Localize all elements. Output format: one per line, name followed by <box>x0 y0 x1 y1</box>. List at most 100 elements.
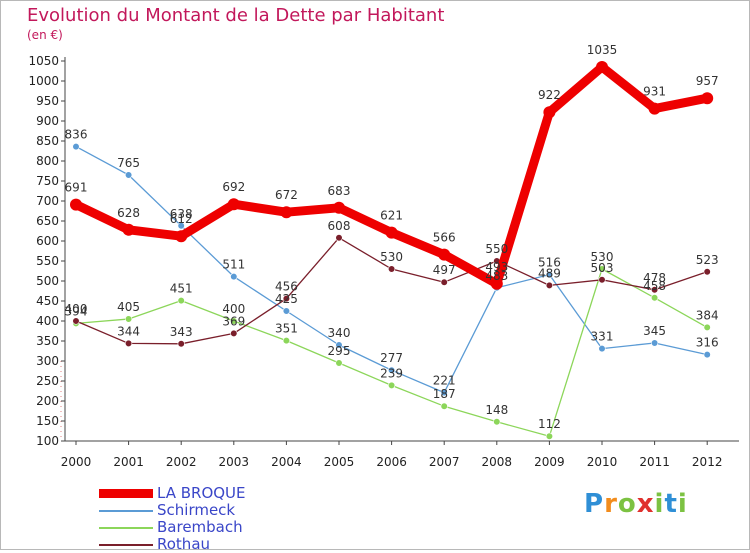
data-label: 394 <box>65 304 88 318</box>
y-tick-label: 100 <box>36 434 59 448</box>
data-label: 340 <box>328 326 351 340</box>
series-barembach <box>72 265 711 440</box>
data-point <box>335 341 343 349</box>
x-tick-label: 2002 <box>166 455 197 469</box>
data-point <box>440 389 448 397</box>
data-point <box>177 340 185 348</box>
x-tick-label: 2007 <box>429 455 460 469</box>
data-point <box>388 265 396 273</box>
data-label: 931 <box>643 85 666 99</box>
data-point <box>490 277 503 290</box>
data-point <box>703 268 711 276</box>
data-point <box>388 366 396 374</box>
data-point <box>230 317 238 325</box>
data-label: 503 <box>591 261 614 275</box>
x-tick-label: 2006 <box>376 455 407 469</box>
data-point <box>282 337 291 345</box>
legend-label: Schirmeck <box>157 501 236 519</box>
data-point <box>72 317 80 325</box>
data-point <box>175 230 188 243</box>
chart-axes: 100 150 200 250 300 350 400 450 500 550 600 650 700 7… <box>28 54 739 469</box>
y-tick-label: 550 <box>36 254 59 268</box>
data-label-layer: 836 765 638 511 425 340 277 221 483 516 331 345 316 3… <box>65 43 719 431</box>
data-point <box>598 345 606 353</box>
data-label: 451 <box>170 282 193 296</box>
data-label: 550 <box>485 242 508 256</box>
y-tick-label: 1050 <box>28 54 59 68</box>
data-point <box>543 106 556 119</box>
data-label: 331 <box>591 330 614 344</box>
y-tick-label: 950 <box>36 94 59 108</box>
data-label: 612 <box>170 212 193 226</box>
data-label: 478 <box>643 271 666 285</box>
y-tick-label: 650 <box>36 214 59 228</box>
y-tick-label: 200 <box>36 394 59 408</box>
x-tick-label: 2009 <box>534 455 565 469</box>
data-label: 345 <box>643 324 666 338</box>
data-point <box>124 171 133 179</box>
data-label: 621 <box>380 209 403 223</box>
data-label: 638 <box>170 207 193 221</box>
data-point <box>385 226 398 239</box>
data-label: 683 <box>328 184 351 198</box>
data-point <box>72 143 80 151</box>
y-tick-label: 400 <box>36 314 59 328</box>
data-point <box>440 402 448 410</box>
data-label: 566 <box>433 231 456 245</box>
y-tick-label: 250 <box>36 374 59 388</box>
data-point <box>282 307 291 315</box>
data-point <box>177 222 185 230</box>
data-point <box>650 294 659 302</box>
data-label: 351 <box>275 322 298 336</box>
data-point <box>650 286 659 294</box>
y-tick-label: 150 <box>36 414 59 428</box>
x-tick-label: 2008 <box>482 455 513 469</box>
chart-subtitle: (en €) <box>27 28 63 42</box>
data-point <box>230 329 238 338</box>
legend-swatch <box>99 489 153 498</box>
data-label: 692 <box>222 180 245 194</box>
data-label: 765 <box>117 156 140 170</box>
data-point <box>124 339 133 348</box>
data-point <box>545 271 554 279</box>
data-point <box>280 206 293 219</box>
y-tick-label: 350 <box>36 334 59 348</box>
data-label: 836 <box>65 128 88 142</box>
x-tick-label: 2010 <box>587 455 618 469</box>
y-tick-label: 450 <box>36 294 59 308</box>
x-tick-label: 2003 <box>219 455 250 469</box>
legend-swatch <box>99 527 153 529</box>
data-label: 628 <box>117 206 140 220</box>
data-point <box>596 61 608 73</box>
data-label: 493 <box>485 260 508 274</box>
data-point <box>650 339 659 347</box>
data-point <box>493 418 501 426</box>
data-point <box>230 273 238 281</box>
data-point <box>598 265 606 273</box>
data-point <box>703 351 711 359</box>
y-tick-label: 600 <box>36 234 59 248</box>
data-label: 458 <box>643 279 666 293</box>
y-tick-label: 700 <box>36 194 59 208</box>
x-tick-label: 2000 <box>61 455 92 469</box>
data-label: 400 <box>222 302 245 316</box>
data-label: 483 <box>485 269 508 283</box>
data-label: 343 <box>170 325 193 339</box>
data-label: 672 <box>275 188 298 202</box>
data-label: 530 <box>380 250 403 264</box>
data-label: 148 <box>485 403 508 417</box>
data-label: 384 <box>696 308 719 322</box>
data-label: 489 <box>538 266 561 280</box>
series-la-broque <box>70 61 714 290</box>
data-label: 369 <box>222 314 245 328</box>
data-point <box>122 223 135 236</box>
data-label: 957 <box>696 74 719 88</box>
x-tick-label: 2001 <box>113 455 144 469</box>
legend-label: Barembach <box>157 518 243 536</box>
data-label: 922 <box>538 88 561 102</box>
data-label: 239 <box>380 366 403 380</box>
x-tick-label: 2012 <box>692 455 723 469</box>
data-point <box>438 248 451 261</box>
